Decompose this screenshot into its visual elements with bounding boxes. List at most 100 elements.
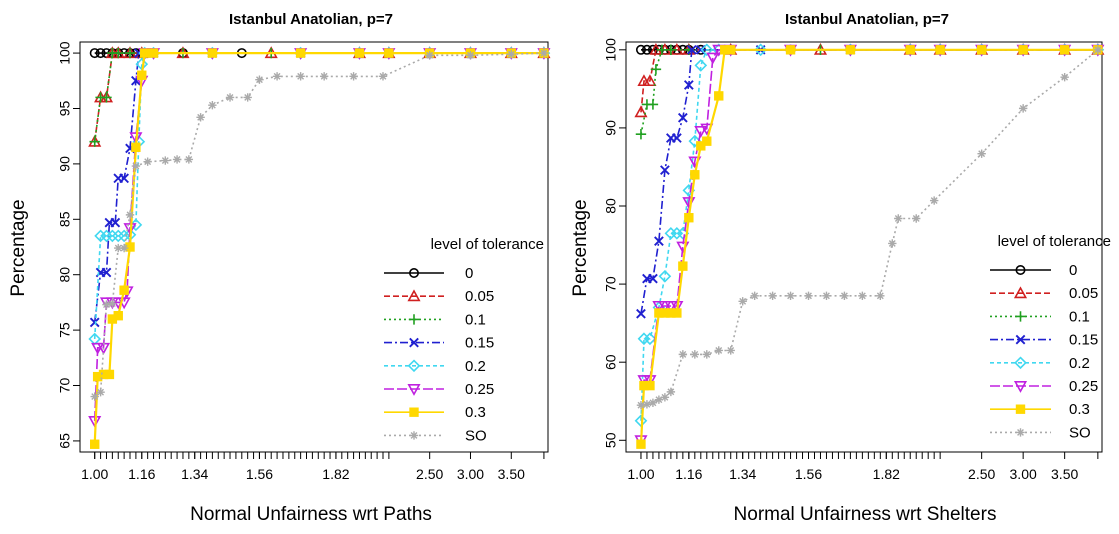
- y-tick-label: 100: [57, 41, 73, 65]
- series-line: [640, 49, 1099, 406]
- marker-diamond: [700, 43, 714, 57]
- marker-triangle: [634, 105, 648, 118]
- marker-cross: [636, 308, 646, 319]
- series-0-1: [89, 47, 550, 147]
- marker-asterisk: [119, 243, 129, 253]
- x-tick-label: 1.56: [795, 466, 822, 482]
- legend-entry: 0.25: [384, 381, 494, 398]
- marker-cross: [101, 267, 112, 278]
- marker-asterisk: [208, 100, 217, 110]
- marker-square: [714, 91, 724, 101]
- y-axis-label: Percentage: [570, 199, 591, 296]
- legend-entry: 0.2: [990, 355, 1090, 372]
- legend-entry: 0.1: [990, 308, 1090, 325]
- marker-square: [295, 48, 306, 58]
- legend-label: 0.1: [1069, 308, 1090, 325]
- marker-diamond: [754, 43, 767, 57]
- x-tick-label: 1.56: [246, 466, 273, 482]
- chart-title: Istanbul Anatolian, p=7: [229, 11, 393, 28]
- marker-square: [148, 48, 159, 58]
- marker-plus: [101, 92, 112, 103]
- marker-plus: [665, 44, 677, 56]
- marker-circle: [408, 267, 419, 278]
- marker-asterisk: [255, 75, 264, 84]
- marker-diamond: [1014, 356, 1027, 370]
- marker-diamond: [643, 332, 657, 346]
- marker-asterisk: [929, 196, 939, 205]
- legend-label: 0.2: [1069, 355, 1090, 372]
- marker-square: [905, 45, 915, 55]
- marker-asterisk: [1016, 428, 1025, 437]
- marker-diamond: [688, 134, 702, 148]
- marker-asterisk: [714, 346, 723, 355]
- marker-inverted-triangle: [1013, 380, 1028, 393]
- series-line: [93, 52, 544, 445]
- marker-square: [104, 369, 115, 380]
- marker-cross: [677, 112, 688, 123]
- marker-asterisk: [125, 210, 135, 220]
- marker-asterisk: [636, 400, 646, 410]
- marker-square: [125, 242, 135, 252]
- legend-label: SO: [465, 427, 487, 444]
- marker-asterisk: [702, 350, 711, 359]
- marker-asterisk: [912, 214, 921, 223]
- marker-plus: [647, 99, 659, 110]
- marker-triangle: [407, 289, 421, 302]
- plot-frame: [625, 41, 1103, 453]
- marker-cross: [654, 236, 664, 247]
- marker-inverted-triangle: [88, 415, 102, 428]
- marker-diamond: [658, 269, 672, 283]
- series-0-05: [88, 46, 551, 147]
- marker-asterisk: [378, 72, 388, 81]
- marker-asterisk: [660, 393, 670, 402]
- x-tick-label: 1.16: [675, 466, 702, 482]
- x-tick-label: 3.00: [1010, 466, 1037, 482]
- marker-plus: [89, 136, 100, 147]
- x-tick-label: 2.50: [968, 466, 995, 482]
- marker-plus: [124, 47, 136, 59]
- marker-inverted-triangle: [643, 375, 657, 388]
- y-tick-label: 50: [603, 432, 619, 448]
- y-tick-label: 90: [603, 120, 619, 136]
- marker-asterisk: [161, 156, 170, 165]
- marker-cross: [89, 317, 100, 328]
- marker-asterisk: [840, 291, 849, 301]
- marker-circle: [95, 48, 106, 59]
- series-SO: [636, 45, 1103, 410]
- series-0-3: [636, 45, 1103, 449]
- y-tick-label: 75: [57, 322, 73, 338]
- marker-diamond: [117, 229, 131, 243]
- marker-square: [976, 45, 987, 55]
- marker-diamond: [407, 359, 421, 373]
- legend-label: 0.05: [465, 288, 494, 305]
- marker-asterisk: [666, 387, 676, 397]
- marker-cross: [648, 273, 658, 284]
- marker-triangle: [1013, 286, 1028, 299]
- marker-cross: [686, 44, 697, 55]
- marker-square: [636, 439, 646, 449]
- marker-plus: [1015, 311, 1026, 322]
- y-tick-label: 65: [57, 433, 73, 449]
- marker-asterisk: [143, 157, 152, 166]
- marker-asterisk: [1018, 104, 1028, 113]
- legend-label: 0.15: [465, 335, 494, 352]
- marker-asterisk: [349, 72, 358, 81]
- marker-asterisk: [858, 291, 867, 301]
- marker-cross: [1015, 334, 1026, 345]
- legend-entry: 0.15: [990, 332, 1098, 349]
- legend-label: 0.1: [465, 311, 486, 328]
- series-SO: [90, 48, 549, 401]
- x-tick-label: 1.82: [322, 466, 349, 482]
- marker-asterisk: [466, 51, 475, 60]
- marker-square: [113, 311, 123, 321]
- marker-asterisk: [96, 387, 105, 397]
- marker-inverted-triangle: [129, 132, 143, 145]
- series-line: [94, 52, 544, 398]
- marker-asterisk: [225, 93, 235, 102]
- marker-asterisk: [768, 291, 777, 301]
- marker-square: [726, 45, 736, 55]
- marker-square: [785, 45, 796, 55]
- marker-cross: [409, 337, 419, 348]
- legend-label: 0: [465, 265, 473, 282]
- marker-cross: [683, 80, 694, 90]
